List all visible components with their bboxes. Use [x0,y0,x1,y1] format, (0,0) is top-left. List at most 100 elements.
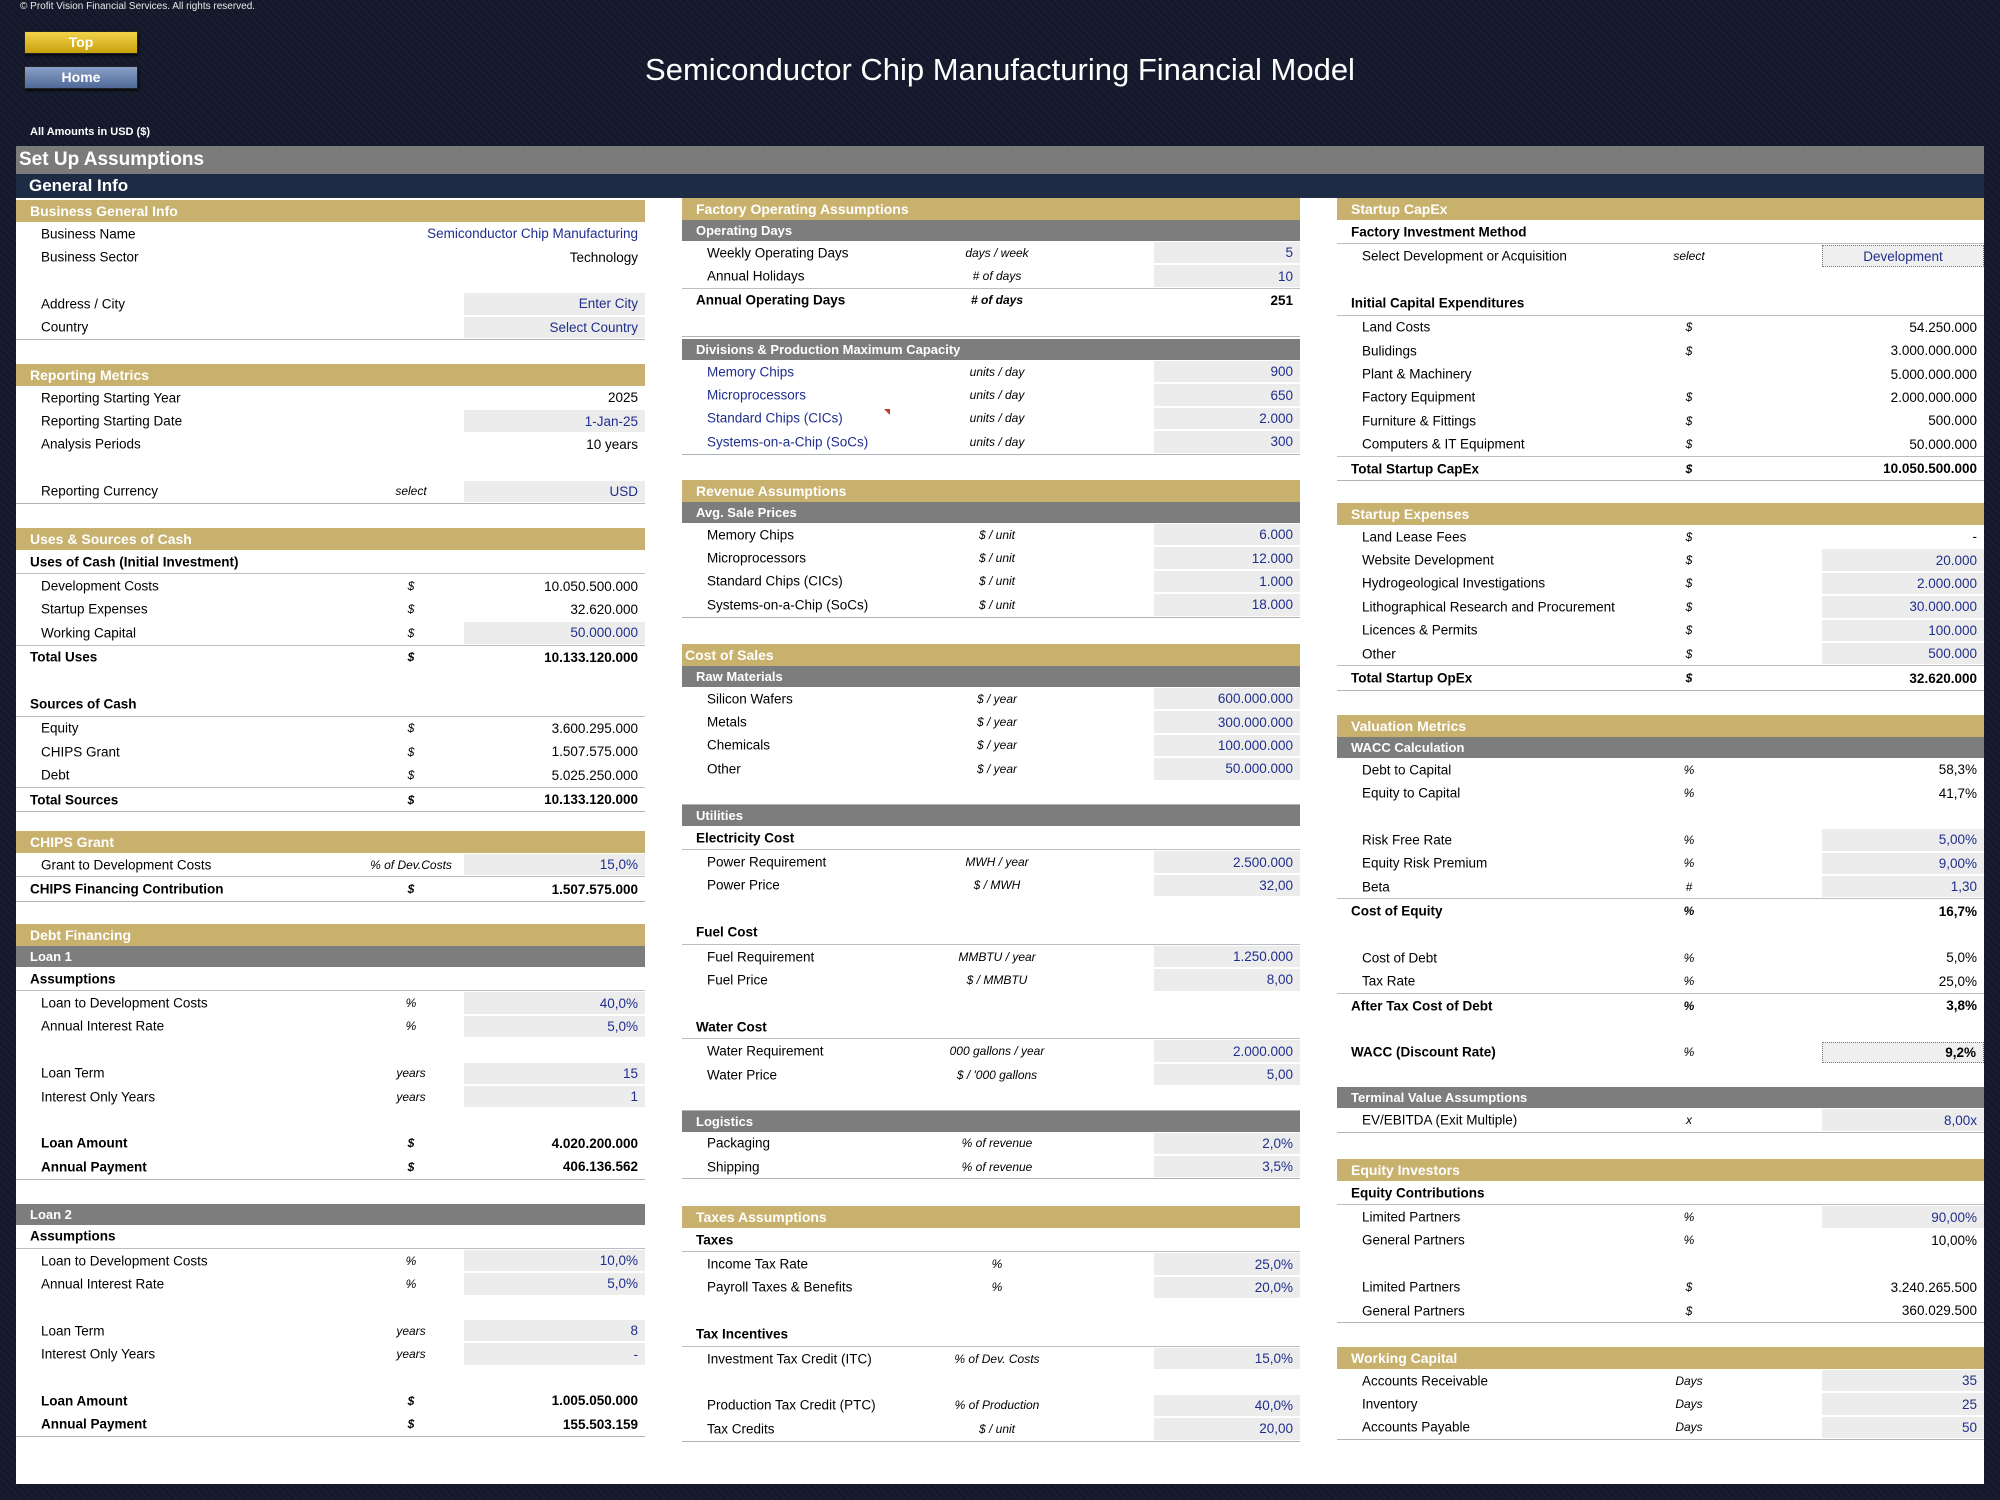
water-req-input[interactable]: 2.000.000 [1154,1040,1300,1062]
loan2-term-input[interactable]: 8 [464,1320,645,1342]
row-unit: % [405,1276,417,1291]
other-cost-input[interactable]: 50.000.000 [1154,758,1300,780]
computers-value: 50.000.000 [1909,436,1977,452]
loan2-rate-input[interactable]: 5,0% [464,1273,645,1295]
beta-input[interactable]: 1,30 [1822,875,1984,898]
exit-multiple-input[interactable]: 8,00x [1822,1109,1984,1131]
address-input[interactable]: Enter City [464,293,645,315]
shipping-input[interactable]: 3,5% [1154,1156,1300,1178]
working-capital-input[interactable]: 50.000.000 [464,622,645,644]
section-title: Divisions & Production Maximum Capacity [682,339,1300,360]
loan1-io-input[interactable]: 1 [464,1085,645,1108]
power-req-input[interactable]: 2.500.000 [1154,851,1300,873]
comment-indicator-icon[interactable] [884,408,890,415]
home-button[interactable]: Home [24,66,138,89]
litho-input[interactable]: 30.000.000 [1822,596,1984,618]
row-unit: # of days [970,293,1024,308]
row-label: EV/EBITDA (Exit Multiple) [1362,1112,1518,1128]
fuel-price-input[interactable]: 8,00 [1154,969,1300,991]
ap-days-input[interactable]: 50 [1822,1416,1984,1439]
holidays-input[interactable]: 10 [1154,265,1300,287]
capacity-soc-input[interactable]: 300 [1154,431,1300,453]
row-unit: $ [1685,1280,1693,1295]
top-button[interactable]: Top [24,31,138,54]
business-name-value[interactable]: Semiconductor Chip Manufacturing [427,226,638,242]
row-unit: % [1683,1045,1695,1060]
row-label: Weekly Operating Days [707,245,849,261]
loan1-term-input[interactable]: 15 [464,1062,645,1084]
startup-expenses-value: 32.620.000 [570,601,638,617]
chem-cost-input[interactable]: 100.000.000 [1154,734,1300,757]
start-date-input[interactable]: 1-Jan-25 [464,410,645,432]
row-label: Address / City [41,296,126,312]
wacc-calc-header: WACC Calculation [1337,737,1984,758]
row-label: General Partners [1362,1303,1465,1319]
tax-credits-input[interactable]: 20,00 [1154,1418,1300,1440]
row-unit: $ [1685,461,1693,476]
division-standard-chips[interactable]: Standard Chips (CICs) [707,410,843,426]
business-general-info: Business General Info Business Name Semi… [16,200,645,340]
weekly-days-input[interactable]: 5 [1154,242,1300,264]
risk-free-input[interactable]: 5,00% [1822,829,1984,851]
group-header: Fuel Cost [696,924,758,940]
loan2-ltd-input[interactable]: 10,0% [464,1249,645,1272]
website-input[interactable]: 20.000 [1822,549,1984,571]
itc-input[interactable]: 15,0% [1154,1347,1300,1370]
row-unit: days / week [965,245,1029,260]
row-unit: MMBTU / year [958,949,1036,964]
inventory-days-input[interactable]: 25 [1822,1393,1984,1415]
equity-premium-input[interactable]: 9,00% [1822,852,1984,874]
row-unit: $ [407,1417,415,1432]
grant-pct-input[interactable]: 15,0% [464,854,645,876]
income-tax-input[interactable]: 25,0% [1154,1253,1300,1275]
price-micro-input[interactable]: 12.000 [1154,547,1300,569]
water-price-input[interactable]: 5,00 [1154,1063,1300,1086]
capacity-memory-input[interactable]: 900 [1154,361,1300,383]
loan2-io-input[interactable]: - [464,1343,645,1365]
row-unit: select [1673,249,1705,264]
section-title: Reporting Metrics [16,364,645,386]
row-label: Limited Partners [1362,1209,1461,1225]
row-unit: % of Dev.Costs [370,857,452,872]
silicon-cost-input[interactable]: 600.000.000 [1154,688,1300,710]
row-unit: $ / MMBTU [966,972,1028,987]
price-std-input[interactable]: 1.000 [1154,570,1300,593]
power-price-input[interactable]: 32,00 [1154,874,1300,897]
investment-method-select[interactable]: Development [1822,245,1984,267]
row-label: Memory Chips [707,527,795,543]
licences-input[interactable]: 100.000 [1822,619,1984,641]
row-unit: years [396,1089,426,1104]
other-expense-input[interactable]: 500.000 [1822,642,1984,665]
loan2-header: Loan 2 [16,1203,645,1225]
loan2-amount-value: 1.005.050.000 [551,1393,638,1409]
row-label: Metals [707,714,747,730]
lp-pct-input[interactable]: 90,00% [1822,1206,1984,1228]
group-header: Electricity Cost [696,830,795,846]
country-select[interactable]: Select Country [464,316,645,338]
hydro-input[interactable]: 2.000.000 [1822,572,1984,595]
tax-rate-value: 25,0% [1938,973,1977,989]
row-label: Startup Expenses [41,601,148,617]
currency-select[interactable]: USD [464,480,645,502]
metals-cost-input[interactable]: 300.000.000 [1154,711,1300,733]
division-microprocessors[interactable]: Microprocessors [707,387,807,403]
loan1-rate-input[interactable]: 5,0% [464,1015,645,1038]
payroll-tax-input[interactable]: 20,0% [1154,1276,1300,1299]
row-label: Equity [41,720,79,736]
ptc-input[interactable]: 40,0% [1154,1394,1300,1417]
division-socs[interactable]: Systems-on-a-Chip (SoCs) [707,434,869,450]
fuel-req-input[interactable]: 1.250.000 [1154,945,1300,968]
operating-days-header: Operating Days [682,220,1300,241]
loan1-ltd-input[interactable]: 40,0% [464,992,645,1014]
row-unit: select [395,484,427,499]
row-unit: $ [407,1393,415,1408]
packaging-input[interactable]: 2,0% [1154,1132,1300,1155]
price-memory-input[interactable]: 6.000 [1154,524,1300,546]
price-soc-input[interactable]: 18.000 [1154,594,1300,616]
row-unit: $ [407,625,415,640]
capacity-micro-input[interactable]: 650 [1154,384,1300,406]
taxes-assumptions: Taxes Assumptions Taxes Income Tax Rate … [682,1206,1300,1442]
capacity-std-input[interactable]: 2.000 [1154,407,1300,430]
division-memory-chips[interactable]: Memory Chips [707,364,795,380]
ar-days-input[interactable]: 35 [1822,1370,1984,1392]
